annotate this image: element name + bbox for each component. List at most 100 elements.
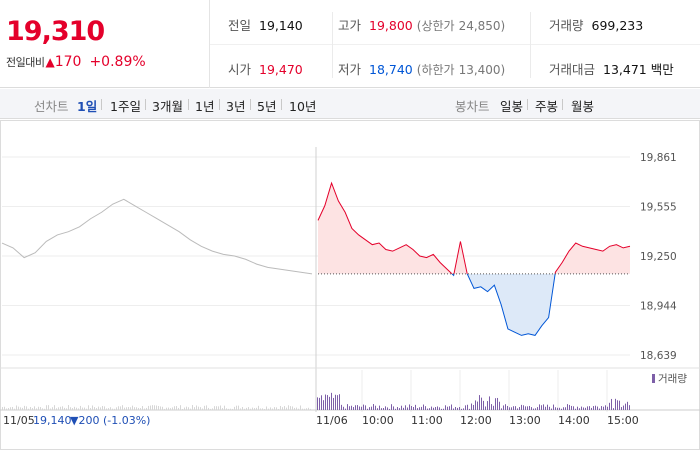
volume-bar <box>399 408 400 410</box>
volume-bar <box>491 404 492 410</box>
volume-bar <box>407 407 408 410</box>
prev-day-line <box>1 198 313 275</box>
volume-bar <box>531 407 532 410</box>
volume-bar <box>146 407 147 410</box>
volume-bar <box>521 404 522 410</box>
volume-bar <box>302 408 303 410</box>
volume-bar <box>48 405 49 410</box>
volume-bar <box>553 404 554 410</box>
volume-bar <box>409 404 410 410</box>
volume-bar <box>601 406 602 410</box>
time-tick-label: 15:00 <box>607 414 639 427</box>
volume-bar <box>317 397 318 410</box>
volume-bar <box>469 408 470 410</box>
volume-bar <box>487 401 488 410</box>
volume-bar <box>224 405 225 410</box>
volume-bar <box>629 405 630 410</box>
volume-bar <box>136 407 137 410</box>
volume-bar <box>357 405 358 410</box>
volume-bar <box>483 400 484 410</box>
volume-bar <box>595 405 596 410</box>
volume-bar <box>200 407 201 410</box>
volume-bar <box>447 406 448 410</box>
volume-bar <box>347 404 348 410</box>
header-row-divider <box>210 44 700 45</box>
volume-bar <box>76 407 77 410</box>
period-3m-tab[interactable]: 3개월 <box>152 99 183 114</box>
volume-bar <box>294 407 295 410</box>
volume-bar <box>341 404 342 410</box>
volume-bar <box>46 405 47 410</box>
volume-bar <box>495 398 496 410</box>
volume-bar <box>128 407 129 410</box>
volume-bar <box>583 407 584 410</box>
period-1w-tab[interactable]: 1주일 <box>110 99 141 114</box>
volume-bar <box>170 408 171 410</box>
volume-bar <box>435 406 436 410</box>
volume-bar <box>515 406 516 410</box>
volume-bar <box>523 405 524 410</box>
period-3y-tab[interactable]: 3년 <box>226 99 246 114</box>
prev-day-change: ▼200 (-1.03%) <box>70 414 150 427</box>
time-tick-label: 12:00 <box>460 414 492 427</box>
volume-bar <box>228 408 229 410</box>
volume-bar <box>481 397 482 410</box>
volume-bar <box>196 405 197 410</box>
time-tick-label: 14:00 <box>558 414 590 427</box>
volume-bar <box>337 395 338 410</box>
volume-bar <box>212 408 213 410</box>
volume-bar <box>108 408 109 410</box>
volume-bar <box>56 408 57 410</box>
volume-bar <box>417 408 418 410</box>
volume-bar <box>369 407 370 410</box>
volume-bar <box>178 407 179 410</box>
volume-bar <box>166 407 167 410</box>
volume-bar <box>457 407 458 410</box>
volume-bar <box>218 406 219 410</box>
today-line-down <box>451 273 556 336</box>
volume-bar <box>535 408 536 410</box>
volume-bar <box>543 404 544 410</box>
volume-bar <box>451 404 452 410</box>
volume-bar <box>66 408 67 410</box>
volume-bar <box>306 408 307 410</box>
volume-bar <box>50 408 51 410</box>
volume-bar <box>625 403 626 410</box>
period-10y-tab[interactable]: 10년 <box>289 99 317 114</box>
volume-bar <box>304 408 305 410</box>
period-5y-tab[interactable]: 5년 <box>257 99 277 114</box>
volume-bar <box>615 398 616 410</box>
y-tick-label: 19,250 <box>640 251 677 263</box>
volume-bar <box>144 408 145 410</box>
volume-bar <box>379 405 380 410</box>
candle-weekly-tab[interactable]: 주봉 <box>535 99 559 114</box>
volume-bar <box>413 407 414 410</box>
period-1y-tab[interactable]: 1년 <box>195 99 215 114</box>
volume-bar <box>589 406 590 410</box>
y-tick-label: 18,639 <box>640 350 677 362</box>
period-1d-tab[interactable]: 1일 <box>77 99 98 114</box>
prev-day-series <box>1 198 313 275</box>
volume-bar <box>497 397 498 410</box>
volume-bar <box>28 408 29 410</box>
x-axis-labels: 10:00 11:00 12:00 13:00 14:00 15:00 <box>362 414 639 427</box>
volume-bar <box>232 408 233 410</box>
volume-bar <box>282 407 283 410</box>
volume-bar <box>449 406 450 410</box>
today-line-up <box>317 181 631 274</box>
volume-bar <box>391 404 392 410</box>
volume-bar <box>220 405 221 410</box>
candle-monthly-tab[interactable]: 월봉 <box>571 99 595 114</box>
volume-bar <box>42 408 43 410</box>
volume-bar <box>292 406 293 410</box>
candle-daily-tab[interactable]: 일봉 <box>500 99 524 114</box>
volume-bar <box>24 405 25 410</box>
volume-bar <box>581 406 582 410</box>
volume-bar <box>88 405 89 410</box>
volume-bar <box>206 405 207 410</box>
prev-day-close: 19,140 <box>33 414 72 427</box>
volume-bar <box>559 407 560 410</box>
volume-bar <box>597 406 598 410</box>
period-bar: 선차트 1일 1주일 3개월 1년 3년 5년 10년 봉차트 일봉 주봉 월봉 <box>0 89 700 119</box>
candle-chart-label: 봉차트 <box>455 99 490 114</box>
